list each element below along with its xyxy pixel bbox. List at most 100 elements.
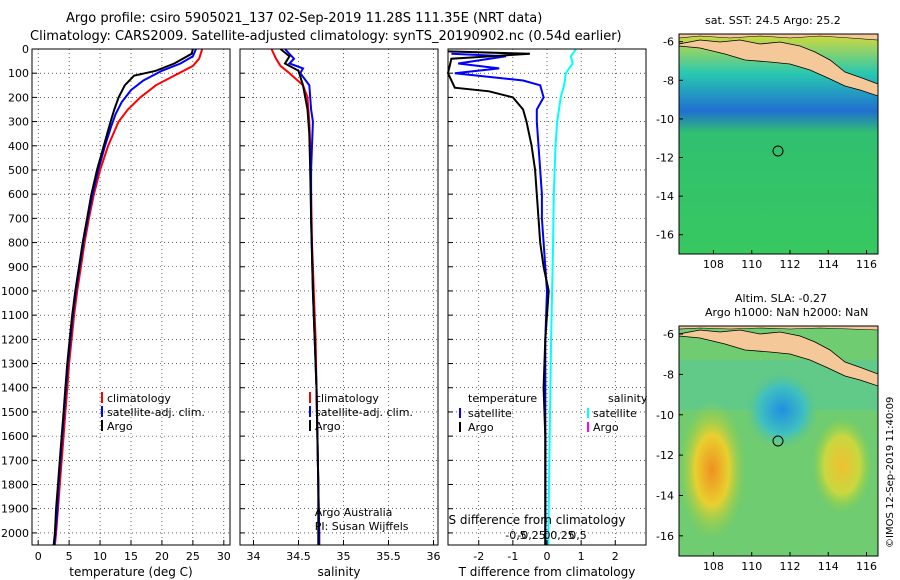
- top-tick-label: 0,5: [569, 529, 587, 542]
- series-line: [547, 48, 577, 545]
- x-tick-label: 0: [544, 550, 551, 563]
- figure-title-line1: Argo profile: csiro 5905021_137 02-Sep-2…: [66, 11, 542, 26]
- map-x-tick-label: 114: [818, 258, 839, 271]
- x-axis-label: salinity: [317, 565, 360, 579]
- x-tick-label: 10: [93, 550, 107, 563]
- x-tick-label: 0: [35, 550, 42, 563]
- map-x-tick-label: 110: [741, 258, 762, 271]
- sla-map-frame: [678, 325, 879, 557]
- legend-label: satellite: [593, 407, 637, 420]
- map-x-tick-label: 108: [703, 258, 724, 271]
- y-tick-label: 400: [8, 140, 29, 153]
- x-tick-label: 1: [578, 550, 585, 563]
- sla-low: [744, 370, 820, 450]
- map-x-tick-label: 112: [779, 258, 800, 271]
- legend-title-salinity: salinity: [608, 392, 648, 405]
- x-tick-label: 25: [186, 550, 200, 563]
- map-y-tick-label: -14: [656, 190, 674, 203]
- legend-label: climatology: [107, 392, 171, 405]
- y-tick-label: 1500: [1, 406, 29, 419]
- y-tick-label: 500: [8, 164, 29, 177]
- imos-credit: ©IMOS 12-Sep-2019 11:40:09: [885, 397, 896, 548]
- top-tick-label: 0: [544, 529, 551, 542]
- map-y-tick-label: -8: [663, 74, 674, 87]
- series-line: [451, 52, 549, 545]
- top-axis-label: S difference from climatology: [449, 513, 626, 527]
- y-tick-label: 600: [8, 188, 29, 201]
- sst-map-title: sat. SST: 24.5 Argo: 25.2: [705, 14, 841, 27]
- sst-map-frame: [678, 33, 879, 255]
- x-tick-label: 35: [337, 550, 351, 563]
- argo-position-marker: [772, 145, 784, 157]
- y-tick-label: 200: [8, 91, 29, 104]
- y-tick-label: 1700: [1, 454, 29, 467]
- sla-map: Altim. SLA: -0.27 Argo h1000: NaN h2000:…: [656, 292, 879, 573]
- x-tick-label: 2: [612, 550, 619, 563]
- sla-map-title: Altim. SLA: -0.27: [735, 292, 827, 305]
- map-y-tick-label: -8: [663, 368, 674, 381]
- y-tick-label: 1600: [1, 430, 29, 443]
- series-line: [279, 48, 320, 545]
- map-y-tick-label: -6: [663, 36, 674, 49]
- sla-high-west: [678, 400, 746, 540]
- legend-label: satellite-adj. clim.: [315, 406, 413, 419]
- argo-position-marker-sla: [772, 435, 784, 447]
- x-tick-label: 20: [155, 550, 169, 563]
- y-tick-label: 100: [8, 67, 29, 80]
- x-tick-label: 36: [427, 550, 441, 563]
- difference-panel: -2 -1 0 1 2 T difference from climatology temp…: [446, 48, 648, 579]
- x-tick-label: -1: [507, 550, 518, 563]
- java-land: [678, 39, 879, 97]
- map-x-tick-label: 116: [856, 560, 877, 573]
- figure-title-line2: Climatology: CARS2009. Satellite-adjuste…: [30, 29, 622, 44]
- map-x-tick-label: 114: [818, 560, 839, 573]
- top-tick-label: -0,25: [517, 529, 545, 542]
- legend-label: Argo: [593, 421, 619, 434]
- java-land-sla: [678, 329, 879, 387]
- x-tick-label: 15: [124, 550, 138, 563]
- y-tick-label: 1000: [1, 285, 29, 298]
- map-x-tick-label: 116: [856, 258, 877, 271]
- sla-high-east: [812, 417, 872, 513]
- y-tick-label: 900: [8, 261, 29, 274]
- sst-map: sat. SST: 24.5 Argo: 25.2 108 110 112 114 11…: [656, 14, 879, 271]
- legend-title-temperature: temperature: [468, 392, 537, 405]
- map-y-tick-label: -12: [656, 152, 674, 165]
- legend-label: Argo: [107, 420, 133, 433]
- map-y-tick-label: -16: [656, 530, 674, 543]
- series-line: [53, 48, 197, 546]
- top-tick-label: 0,25: [550, 529, 575, 542]
- x-tick-label: 30: [217, 550, 231, 563]
- series-line: [446, 50, 550, 545]
- x-tick-label: 34.5: [286, 550, 311, 563]
- y-tick-label: 2000: [1, 527, 29, 540]
- map-y-tick-label: -10: [656, 409, 674, 422]
- x-tick-label: 35.5: [376, 550, 401, 563]
- legend-label: climatology: [315, 392, 379, 405]
- y-tick-label: 1900: [1, 503, 29, 516]
- sst-field: [679, 34, 878, 254]
- y-tick-label: 1200: [1, 333, 29, 346]
- legend-label: Argo: [468, 421, 494, 434]
- y-tick-label: 1800: [1, 479, 29, 492]
- map-x-tick-label: 112: [779, 560, 800, 573]
- map-y-tick-label: -14: [656, 489, 674, 502]
- temperature-panel: 0 5 10 15 20 25 300100200300400500600700800900…: [1, 43, 231, 579]
- sla-map-axes: 108 110 112 114 116 -6 -8 -10 -12 -14 -16: [656, 328, 877, 573]
- y-tick-label: 700: [8, 212, 29, 225]
- map-y-tick-label: -6: [663, 328, 674, 341]
- map-y-tick-label: -16: [656, 229, 674, 242]
- sla-map-subtitle: Argo h1000: NaN h2000: NaN: [705, 306, 868, 319]
- legend-label: Argo: [315, 420, 341, 433]
- salinity-panel: 34 34.5 35 35.5 36 salinity climatologysatelli…: [239, 48, 441, 579]
- x-axis-label: temperature (deg C): [69, 565, 192, 579]
- legend-label: satellite-adj. clim.: [107, 406, 205, 419]
- map-x-tick-label: 110: [741, 560, 762, 573]
- y-tick-label: 800: [8, 237, 29, 250]
- y-tick-label: 1300: [1, 358, 29, 371]
- credit-argo-australia: Argo Australia: [315, 506, 393, 519]
- x-tick-label: 5: [66, 550, 73, 563]
- y-tick-label: 1100: [1, 309, 29, 322]
- series-line: [52, 48, 194, 546]
